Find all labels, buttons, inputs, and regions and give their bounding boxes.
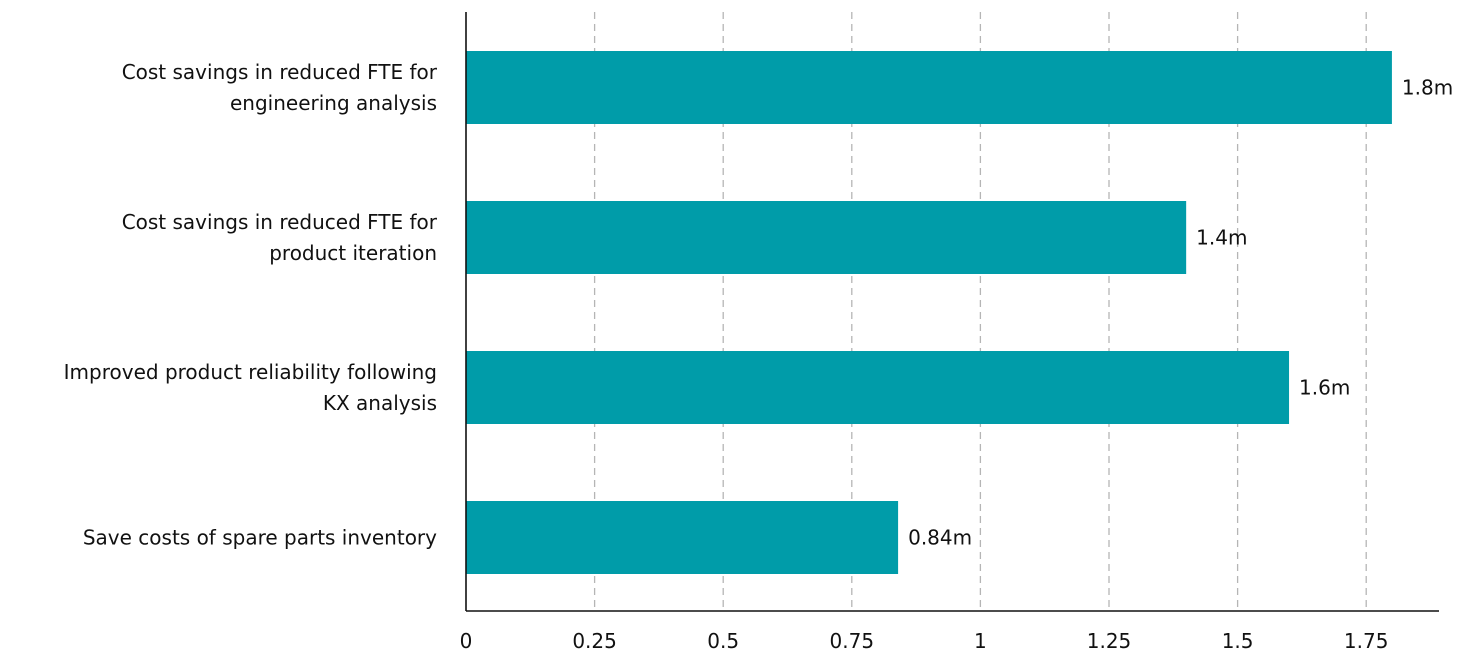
x-tick-label: 0.75 bbox=[830, 629, 875, 653]
category-label: Cost savings in reduced FTE for bbox=[122, 210, 438, 234]
x-tick-label: 0.5 bbox=[707, 629, 739, 653]
x-tick-label: 0.25 bbox=[572, 629, 617, 653]
category-label: KX analysis bbox=[323, 391, 437, 415]
x-tick-label: 1.5 bbox=[1222, 629, 1254, 653]
category-label: engineering analysis bbox=[230, 91, 437, 115]
axes-layer bbox=[465, 12, 1439, 612]
x-tick-label: 0 bbox=[460, 629, 473, 653]
bars-layer bbox=[466, 51, 1392, 574]
category-label: Improved product reliability following bbox=[64, 360, 437, 384]
bar-value-label: 1.6m bbox=[1299, 376, 1350, 400]
category-label: Save costs of spare parts inventory bbox=[83, 526, 437, 550]
x-tick-label: 1.75 bbox=[1344, 629, 1389, 653]
bar-value-label: 1.8m bbox=[1402, 76, 1453, 100]
bar-value-label: 0.84m bbox=[908, 526, 972, 550]
bar bbox=[466, 501, 899, 574]
bar-value-label: 1.4m bbox=[1196, 226, 1247, 250]
bar bbox=[466, 201, 1187, 274]
category-label: Cost savings in reduced FTE for bbox=[122, 60, 438, 84]
labels-layer: 1.8m Cost savings in reduced FTE for engin… bbox=[64, 60, 1454, 653]
x-tick-label: 1.25 bbox=[1087, 629, 1132, 653]
bar bbox=[466, 351, 1290, 424]
category-label: product iteration bbox=[269, 241, 437, 265]
x-tick-label: 1 bbox=[974, 629, 987, 653]
bar bbox=[466, 51, 1392, 124]
